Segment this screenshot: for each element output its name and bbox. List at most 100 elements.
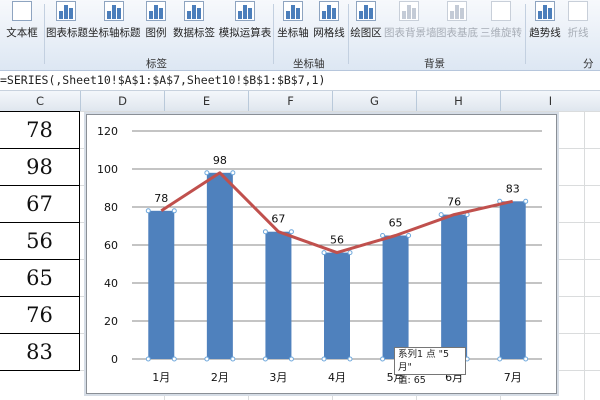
column-headers: C D E F G H I xyxy=(0,91,600,112)
column-header-c[interactable]: C xyxy=(0,91,81,111)
chart-title-icon xyxy=(56,1,76,21)
selection-handle xyxy=(321,250,327,256)
group-label-background: 背景 xyxy=(424,58,445,70)
chart-tooltip: 系列1 点 "5月" 值: 65 xyxy=(394,347,466,386)
ribbon: 文本框 图表标题 坐标轴标题 图例 数据标签 模拟运算表 标签 坐标轴 网格线 … xyxy=(0,0,600,85)
column-header-e[interactable]: E xyxy=(165,91,249,111)
axes-icon xyxy=(283,1,303,21)
data-label: 78 xyxy=(154,192,168,205)
selection-handle xyxy=(380,233,386,238)
selection-handle xyxy=(406,233,412,238)
x-tick-label: 4月 xyxy=(328,371,346,384)
axis-title-label: 坐标轴标题 xyxy=(88,27,141,39)
chart-floor-button[interactable]: 图表基底 xyxy=(436,0,478,46)
selection-handle xyxy=(204,356,210,362)
axis-title-icon xyxy=(104,1,124,21)
text-box-button[interactable]: 文本框 xyxy=(4,0,40,46)
column-header-i[interactable]: I xyxy=(548,94,553,108)
chart-wall-icon xyxy=(399,1,419,21)
data-table-button[interactable]: 模拟运算表 xyxy=(218,0,272,46)
group-label-labels: 标签 xyxy=(146,58,167,70)
column-header-h[interactable]: H xyxy=(417,91,501,111)
3d-rotation-button[interactable]: 三维旋转 xyxy=(480,0,522,46)
data-label: 56 xyxy=(330,234,344,247)
plot-area-label: 绘图区 xyxy=(350,27,382,39)
y-tick-label: 40 xyxy=(104,277,118,290)
chart-title-button[interactable]: 图表标题 xyxy=(46,0,88,46)
selection-handle xyxy=(171,208,177,214)
ribbon-separator xyxy=(273,4,274,64)
gridlines-button[interactable]: 网格线 xyxy=(312,0,346,46)
data-labels-button[interactable]: 数据标签 xyxy=(172,0,216,46)
lines-button[interactable]: 折线 xyxy=(565,0,591,46)
bar xyxy=(206,172,233,359)
chart-object[interactable]: 0 20 40 60 80 100 120 1月 2月 3月 4月 5月 6月 7月 78 98 67 56 65 7… xyxy=(86,114,557,394)
ribbon-separator xyxy=(44,4,45,64)
selection-handle xyxy=(262,356,268,362)
trendline-button[interactable]: 趋势线 xyxy=(528,0,562,46)
selection-handle xyxy=(204,170,210,176)
selection-handle xyxy=(262,229,268,235)
chart-floor-label: 图表基底 xyxy=(436,27,478,39)
data-label: 76 xyxy=(447,196,461,209)
group-label-axes: 坐标轴 xyxy=(293,58,325,70)
column-header-f[interactable]: F xyxy=(249,91,333,111)
legend-label: 图例 xyxy=(145,27,167,39)
cell-c7[interactable]: 83 xyxy=(0,333,80,371)
selection-handle xyxy=(523,356,529,362)
selection-handle xyxy=(171,356,177,362)
selection-handle xyxy=(288,229,294,235)
selection-handle xyxy=(288,356,294,362)
y-tick-label: 80 xyxy=(104,201,118,214)
plot-area-button[interactable]: 绘图区 xyxy=(350,0,382,46)
text-box-label: 文本框 xyxy=(6,27,38,39)
selection-handle xyxy=(438,212,444,218)
data-label: 83 xyxy=(506,182,520,195)
cell-c6[interactable]: 76 xyxy=(0,296,80,333)
axes-button[interactable]: 坐标轴 xyxy=(275,0,311,46)
series-line xyxy=(160,171,514,255)
cell-c3[interactable]: 67 xyxy=(0,185,80,222)
x-tick-label: 2月 xyxy=(211,371,229,384)
chart-wall-button[interactable]: 图表背景墙 xyxy=(384,0,437,46)
axis-title-button[interactable]: 坐标轴标题 xyxy=(88,0,141,46)
plot-area-icon xyxy=(356,1,376,21)
3d-rotation-icon xyxy=(491,1,511,21)
selection-handle xyxy=(523,198,529,204)
legend-button[interactable]: 图例 xyxy=(143,0,169,46)
bar xyxy=(382,235,409,359)
column-header-g[interactable]: G xyxy=(333,91,417,111)
selection-handle xyxy=(347,356,353,362)
data-table-label: 模拟运算表 xyxy=(218,27,272,39)
y-tick-label: 20 xyxy=(104,315,118,328)
selection-handle xyxy=(380,356,386,362)
y-tick-label: 0 xyxy=(111,353,118,366)
cell-c4[interactable]: 56 xyxy=(0,222,80,259)
cell-c2[interactable]: 98 xyxy=(0,148,80,185)
cell-c5[interactable]: 65 xyxy=(0,259,80,296)
ribbon-separator xyxy=(348,4,349,64)
axes-label: 坐标轴 xyxy=(277,27,309,39)
selection-handle xyxy=(230,170,236,176)
grid-column-line xyxy=(584,111,585,400)
y-tick-label: 120 xyxy=(97,125,118,138)
gridlines-label: 网格线 xyxy=(313,27,345,39)
y-tick-label: 100 xyxy=(97,163,118,176)
x-tick-label: 1月 xyxy=(152,371,170,384)
column-header-d[interactable]: D xyxy=(81,91,165,111)
tooltip-point-label: 系列1 点 "5月" xyxy=(398,349,449,373)
chart-title-label: 图表标题 xyxy=(46,27,88,39)
selection-handle xyxy=(321,356,327,362)
selection-handle xyxy=(497,356,503,362)
x-tick-label: 7月 xyxy=(504,371,522,384)
bar xyxy=(265,231,292,359)
y-tick-label: 60 xyxy=(104,239,118,252)
tooltip-value: 值: 65 xyxy=(398,375,426,386)
cell-c1[interactable]: 78 xyxy=(0,111,80,148)
lines-label: 折线 xyxy=(567,27,589,39)
data-label: 65 xyxy=(389,217,403,230)
trendline-icon xyxy=(535,1,555,21)
data-table-icon xyxy=(235,1,255,21)
formula-bar[interactable]: =SERIES(,Sheet10!$A$1:$A$7,Sheet10!$B$1:… xyxy=(0,71,600,91)
